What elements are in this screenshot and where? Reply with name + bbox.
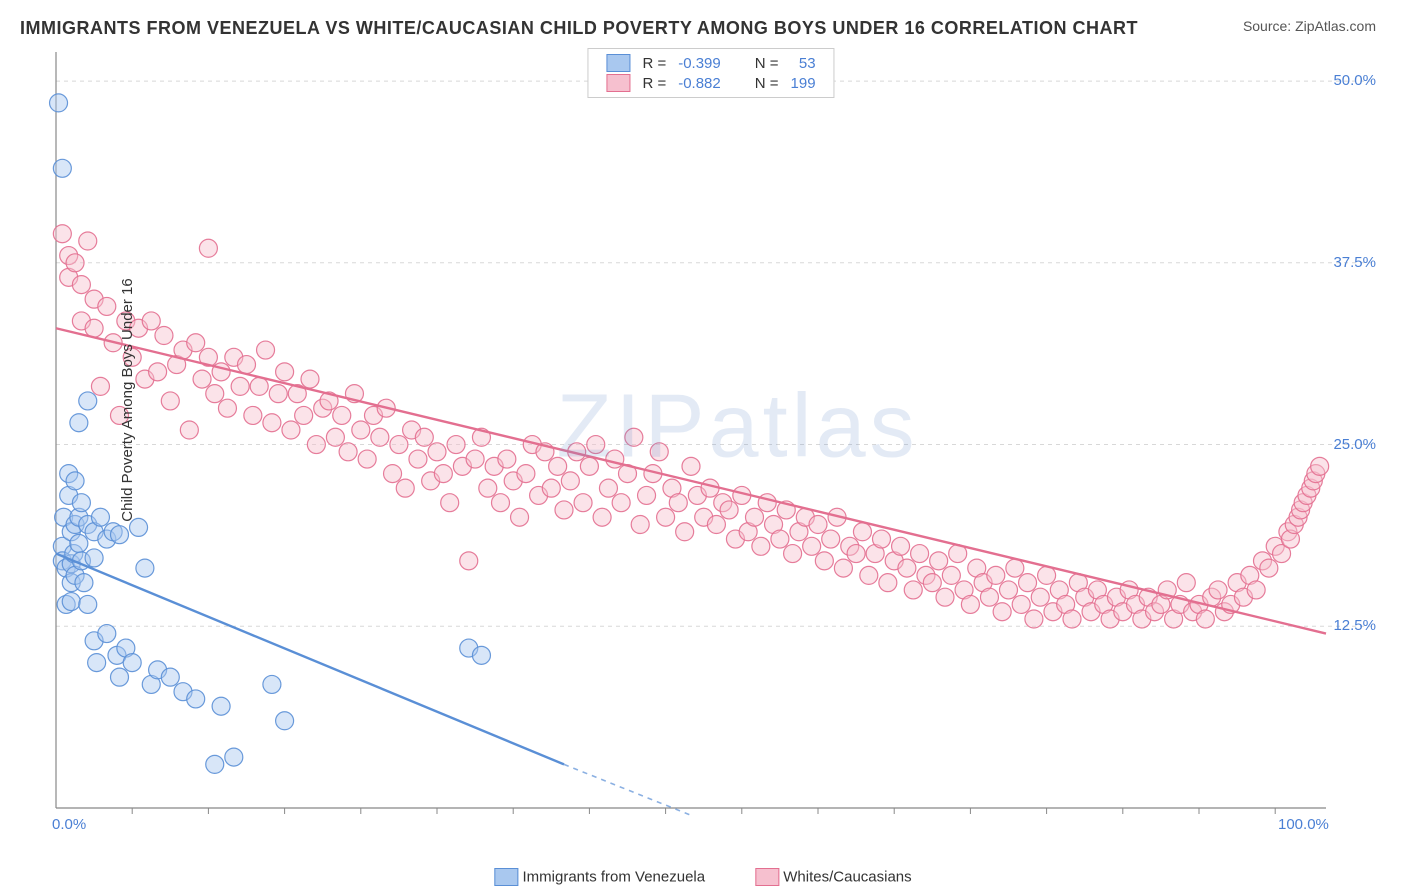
- chart-area: ZIPatlas R =-0.399N =53R =-0.882N =199 1…: [46, 48, 1376, 838]
- y-tick-label: 25.0%: [1333, 436, 1376, 453]
- n-label: N =: [749, 53, 785, 73]
- correlation-legend: R =-0.399 N =53 R =-0.882 N =199: [587, 48, 834, 98]
- y-tick-label: 50.0%: [1333, 72, 1376, 89]
- r-value: -0.399: [672, 53, 727, 73]
- y-tick-label: 12.5%: [1333, 617, 1376, 634]
- legend-swatch: [606, 54, 630, 72]
- n-value: 199: [785, 73, 822, 93]
- scatter-plot: [46, 48, 1376, 838]
- legend-swatch: [755, 868, 779, 886]
- x-tick-label: 0.0%: [52, 816, 86, 833]
- correlation-table: R =-0.399 N =53 R =-0.882 N =199: [600, 53, 821, 93]
- y-axis-title: Child Poverty Among Boys Under 16: [119, 278, 136, 521]
- legend-swatch: [606, 74, 630, 92]
- legend-swatch: [494, 868, 518, 886]
- r-label: R =: [636, 53, 672, 73]
- y-tick-label: 37.5%: [1333, 254, 1376, 271]
- n-value: 53: [785, 53, 822, 73]
- r-value: -0.882: [672, 73, 727, 93]
- r-label: R =: [636, 73, 672, 93]
- legend-label: Whites/Caucasians: [783, 869, 911, 886]
- x-tick-label: 100.0%: [1278, 816, 1329, 833]
- source-label: Source: ZipAtlas.com: [1243, 18, 1376, 34]
- legend-label: Immigrants from Venezuela: [523, 869, 706, 886]
- n-label: N =: [749, 73, 785, 93]
- series-legend: Immigrants from Venezuela Whites/Caucasi…: [494, 868, 911, 886]
- chart-title: IMMIGRANTS FROM VENEZUELA VS WHITE/CAUCA…: [20, 18, 1138, 39]
